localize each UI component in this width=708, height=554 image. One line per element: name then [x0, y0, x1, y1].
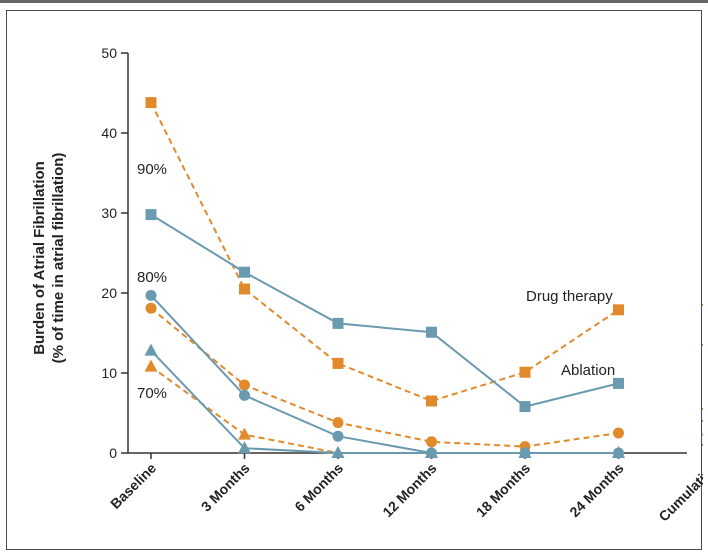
y-tick-label-40: 40: [101, 125, 117, 141]
x-tick-label-5: 24 Months: [566, 460, 626, 520]
series-line: [150, 307, 619, 448]
data-point-square: [426, 395, 437, 407]
data-point-triangle: [518, 446, 532, 458]
annotation-layer: 90% 80% 70% Drug therapy Ablation: [137, 161, 615, 402]
series-line: [150, 213, 619, 408]
data-point-triangle: [612, 446, 625, 458]
series-drug-90: [145, 97, 624, 407]
data-point-triangle: [425, 446, 438, 458]
y-axis-label-line2: (% of time in atrial fibrillation): [50, 153, 67, 364]
data-point-square: [239, 266, 250, 278]
data-point-square: [613, 304, 624, 316]
series-line: [150, 294, 619, 454]
y-tick-label-50: 50: [101, 45, 117, 61]
y-tick-label-0: 0: [109, 445, 117, 461]
data-point-triangle: [144, 343, 158, 356]
data-point-triangle: [238, 427, 251, 440]
data-point-square: [426, 326, 437, 338]
series-drug-80: [145, 302, 624, 453]
x-tick-label-2: 6 Months: [291, 460, 346, 515]
data-point-square: [145, 209, 157, 221]
af-burden-chart: Burden of Atrial Fibrillation (% of time…: [31, 45, 703, 525]
series-line: [150, 102, 620, 403]
annotation-ablation: Ablation: [561, 362, 615, 379]
data-point-circle: [145, 302, 157, 314]
x-tick-label-4: 18 Months: [473, 460, 533, 520]
data-point-circle: [332, 417, 344, 429]
data-point-triangle: [144, 359, 158, 372]
data-point-square: [519, 366, 531, 378]
y-axis-label: Burden of Atrial Fibrillation (% of time…: [31, 153, 67, 364]
data-point-circle: [145, 289, 157, 301]
data-point-square: [332, 317, 344, 329]
data-point-circle: [613, 427, 624, 439]
data-point-circle: [239, 379, 250, 391]
annotation-drug-therapy: Drug therapy: [526, 288, 613, 305]
data-point-circle: [239, 389, 250, 401]
x-tick-label-1: 3 Months: [198, 460, 253, 515]
y-tick-label-20: 20: [101, 285, 117, 301]
annotation-80-percentile: 80%: [137, 269, 167, 286]
y-tick-label-30: 30: [101, 205, 117, 221]
data-point-square: [613, 377, 624, 389]
data-point-triangle: [331, 446, 345, 458]
data-point-square: [145, 97, 157, 109]
series-ablation-90: [145, 209, 624, 413]
x-tick-label-3: 12 Months: [379, 460, 439, 520]
annotation-90-percentile: 90%: [137, 161, 167, 178]
series-line: [150, 349, 619, 454]
y-tick-label-10: 10: [101, 365, 117, 381]
y-axis-label-line1: Burden of Atrial Fibrillation: [31, 161, 48, 355]
data-point-square: [332, 357, 344, 369]
top-rule: [0, 0, 708, 3]
x-tick-label-6: Cumulative: [655, 460, 703, 525]
data-point-square: [239, 283, 250, 295]
series-ablation-70: [144, 343, 625, 458]
x-tick-label-0: Baseline: [107, 460, 159, 512]
series-line: [150, 365, 619, 454]
series-layer: [144, 97, 703, 459]
data-point-circle: [332, 430, 344, 442]
data-point-triangle: [238, 441, 251, 454]
data-point-circle: [426, 436, 437, 448]
series-drug-70: [144, 359, 625, 458]
chart-panel: Burden of Atrial Fibrillation (% of time…: [6, 10, 703, 550]
series-ablation-80: [145, 289, 624, 459]
data-point-square: [519, 401, 531, 413]
annotation-70-percentile: 70%: [137, 385, 167, 402]
